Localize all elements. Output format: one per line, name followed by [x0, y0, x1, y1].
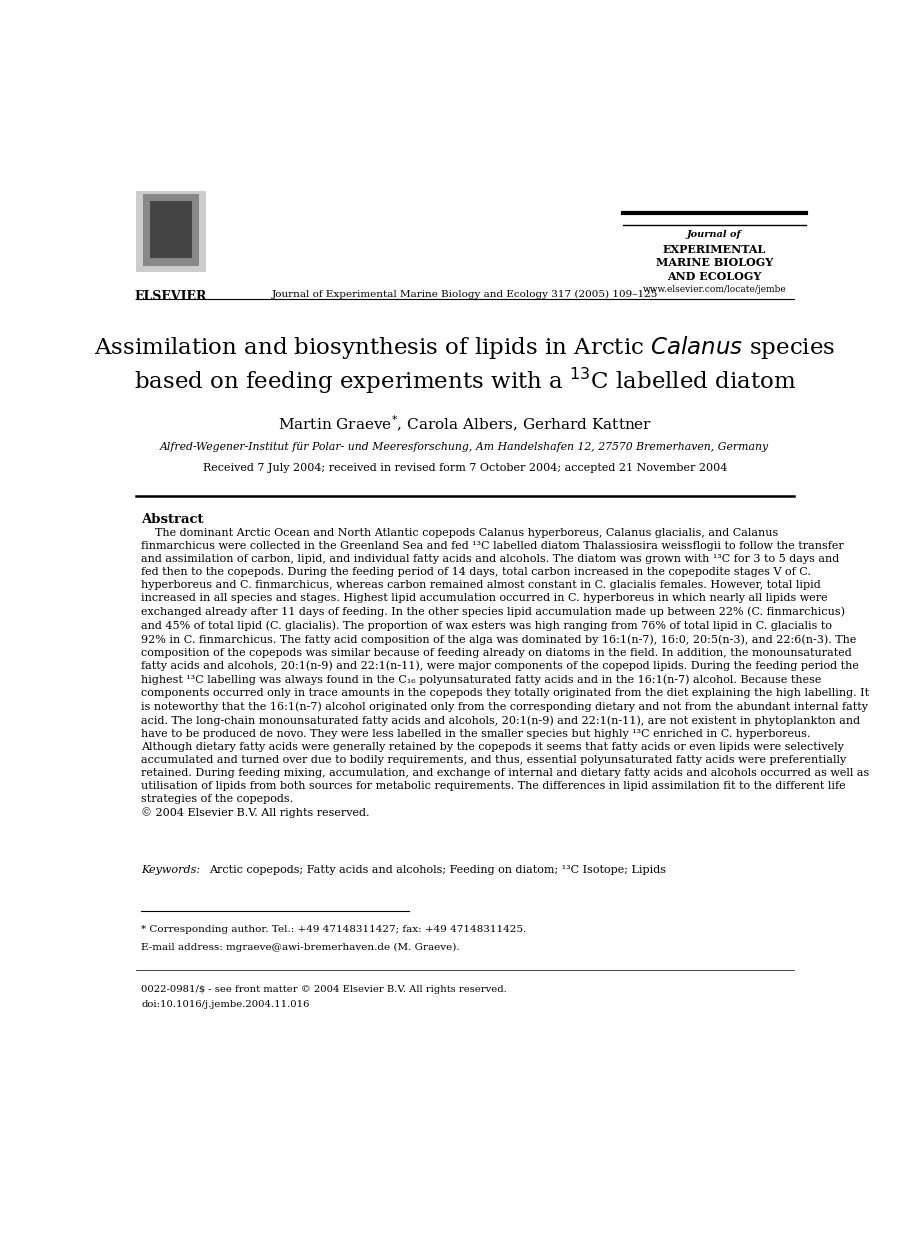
- Text: Received 7 July 2004; received in revised form 7 October 2004; accepted 21 Novem: Received 7 July 2004; received in revise…: [202, 463, 727, 473]
- Text: 0022-0981/$ - see front matter © 2004 Elsevier B.V. All rights reserved.: 0022-0981/$ - see front matter © 2004 El…: [141, 984, 507, 994]
- Text: EXPERIMENTAL: EXPERIMENTAL: [663, 244, 766, 255]
- Bar: [136, 192, 206, 272]
- Text: * Corresponding author. Tel.: +49 47148311427; fax: +49 47148311425.: * Corresponding author. Tel.: +49 471483…: [141, 926, 527, 935]
- Text: AND ECOLOGY: AND ECOLOGY: [668, 271, 762, 281]
- Text: Alfred-Wegener-Institut für Polar- und Meeresforschung, Am Handelshafen 12, 2757: Alfred-Wegener-Institut für Polar- und M…: [161, 442, 769, 452]
- Text: Keywords:: Keywords:: [141, 865, 204, 875]
- Bar: [143, 194, 200, 266]
- Text: based on feeding experiments with a $^{13}$C labelled diatom: based on feeding experiments with a $^{1…: [133, 366, 796, 396]
- Text: Assimilation and biosynthesis of lipids in Arctic $\it{Calanus}$ species: Assimilation and biosynthesis of lipids …: [94, 334, 835, 361]
- Text: The dominant Arctic Ocean and North Atlantic copepods Calanus hyperboreus, Calan: The dominant Arctic Ocean and North Atla…: [141, 527, 870, 818]
- Text: Abstract: Abstract: [141, 513, 204, 526]
- Text: Arctic copepods; Fatty acids and alcohols; Feeding on diatom; ¹³C Isotope; Lipid: Arctic copepods; Fatty acids and alcohol…: [209, 865, 666, 875]
- Text: ELSEVIER: ELSEVIER: [135, 290, 207, 302]
- Text: Journal of: Journal of: [687, 229, 742, 239]
- Text: Journal of Experimental Marine Biology and Ecology 317 (2005) 109–125: Journal of Experimental Marine Biology a…: [272, 290, 658, 298]
- Text: www.elsevier.com/locate/jembe: www.elsevier.com/locate/jembe: [642, 285, 786, 293]
- Text: MARINE BIOLOGY: MARINE BIOLOGY: [656, 258, 773, 269]
- Text: Martin Graeve$^{*}$, Carola Albers, Gerhard Kattner: Martin Graeve$^{*}$, Carola Albers, Gerh…: [278, 413, 652, 433]
- Text: doi:10.1016/j.jembe.2004.11.016: doi:10.1016/j.jembe.2004.11.016: [141, 1000, 310, 1009]
- Bar: [150, 201, 192, 259]
- Text: E-mail address: mgraeve@awi-bremerhaven.de (M. Graeve).: E-mail address: mgraeve@awi-bremerhaven.…: [141, 942, 460, 952]
